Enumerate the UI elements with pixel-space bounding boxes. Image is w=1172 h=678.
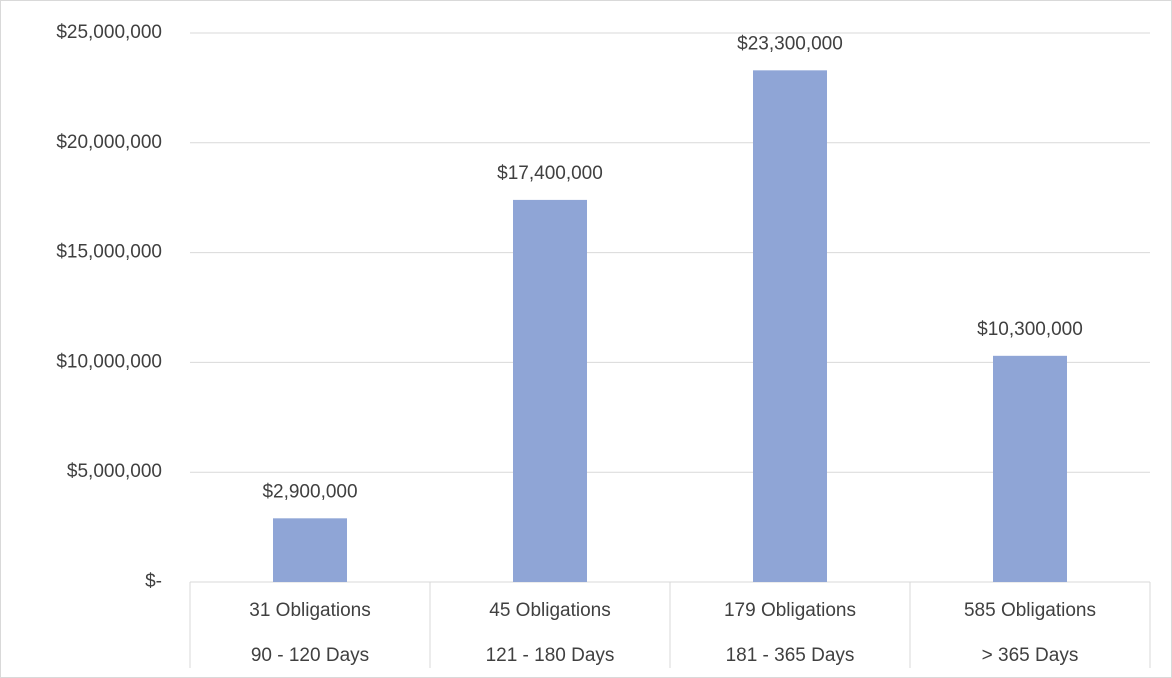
y-tick-label: $10,000,000 [56,351,162,372]
data-label: $2,900,000 [262,481,357,502]
x-tick-label: 31 Obligations [249,600,370,621]
bar [513,199,587,582]
x-tick-label: 181 - 365 Days [726,645,855,666]
y-tick-label: $- [145,571,162,592]
bar [753,70,827,582]
y-tick-label: $5,000,000 [67,461,162,482]
x-tick-label: > 365 Days [982,645,1079,666]
data-label: $17,400,000 [497,163,603,184]
x-tick-label: 45 Obligations [489,600,610,621]
x-tick-label: 179 Obligations [724,600,856,621]
y-tick-label: $20,000,000 [56,132,162,153]
x-tick-label: 121 - 180 Days [486,645,615,666]
x-tick-label: 90 - 120 Days [251,645,369,666]
x-tick-label: 585 Obligations [964,600,1096,621]
data-label: $23,300,000 [737,33,843,54]
bar [273,518,347,582]
y-tick-label: $15,000,000 [56,242,162,263]
y-tick-label: $25,000,000 [56,22,162,43]
data-label: $10,300,000 [977,319,1083,340]
bar [993,355,1067,582]
